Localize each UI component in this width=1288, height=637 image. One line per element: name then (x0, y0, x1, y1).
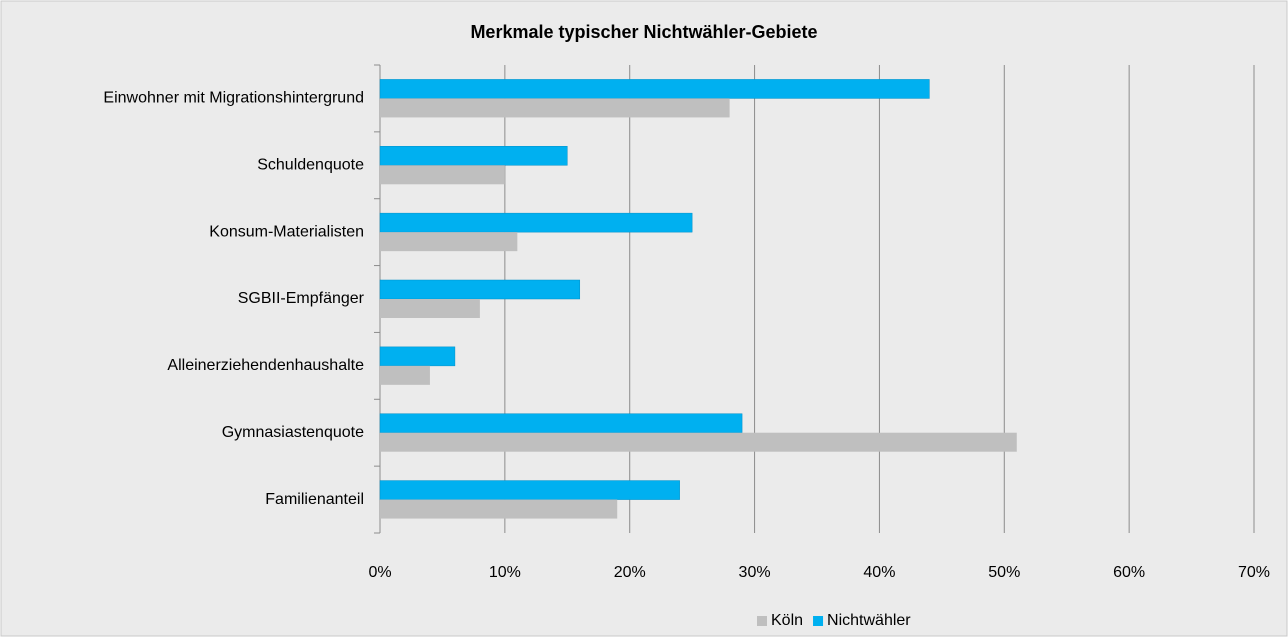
bar (380, 365, 430, 385)
bar (380, 165, 505, 185)
bar (380, 98, 730, 118)
y-tick-label: Alleinerziehendenhaushalte (167, 357, 364, 374)
legend-label: Köln (771, 612, 803, 629)
bar (379, 480, 680, 500)
x-tick-label: 10% (489, 564, 521, 581)
bar (380, 499, 618, 519)
y-tick-label: Schuldenquote (257, 157, 364, 174)
x-tick-label: 40% (863, 564, 895, 581)
y-tick-label: Familienanteil (265, 491, 364, 508)
x-tick-label: 60% (1113, 564, 1145, 581)
bar (379, 212, 693, 233)
x-tick-label: 70% (1238, 564, 1270, 581)
y-tick-label: Einwohner mit Migrationshintergrund (103, 90, 364, 107)
x-tick-label: 50% (988, 564, 1020, 581)
y-tick-label: Konsum-Materialisten (209, 223, 364, 240)
legend-swatch (813, 616, 824, 626)
bar (379, 146, 568, 166)
x-tick-label: 0% (368, 564, 391, 581)
x-tick-label: 30% (739, 564, 771, 581)
y-tick-label: SGBII-Empfänger (238, 290, 365, 307)
bar (379, 346, 456, 367)
legend-label: Nichtwähler (827, 612, 911, 629)
bar (379, 413, 743, 433)
y-tick-label: Gymnasiastenquote (222, 424, 364, 441)
bar (379, 279, 581, 300)
legend-swatch (757, 616, 767, 626)
bar (379, 79, 930, 99)
bar (380, 232, 518, 252)
x-tick-label: 20% (614, 564, 646, 581)
bar (380, 299, 480, 318)
chart-title: Merkmale typischer Nichtwähler-Gebiete (470, 22, 817, 42)
bar (380, 432, 1017, 452)
